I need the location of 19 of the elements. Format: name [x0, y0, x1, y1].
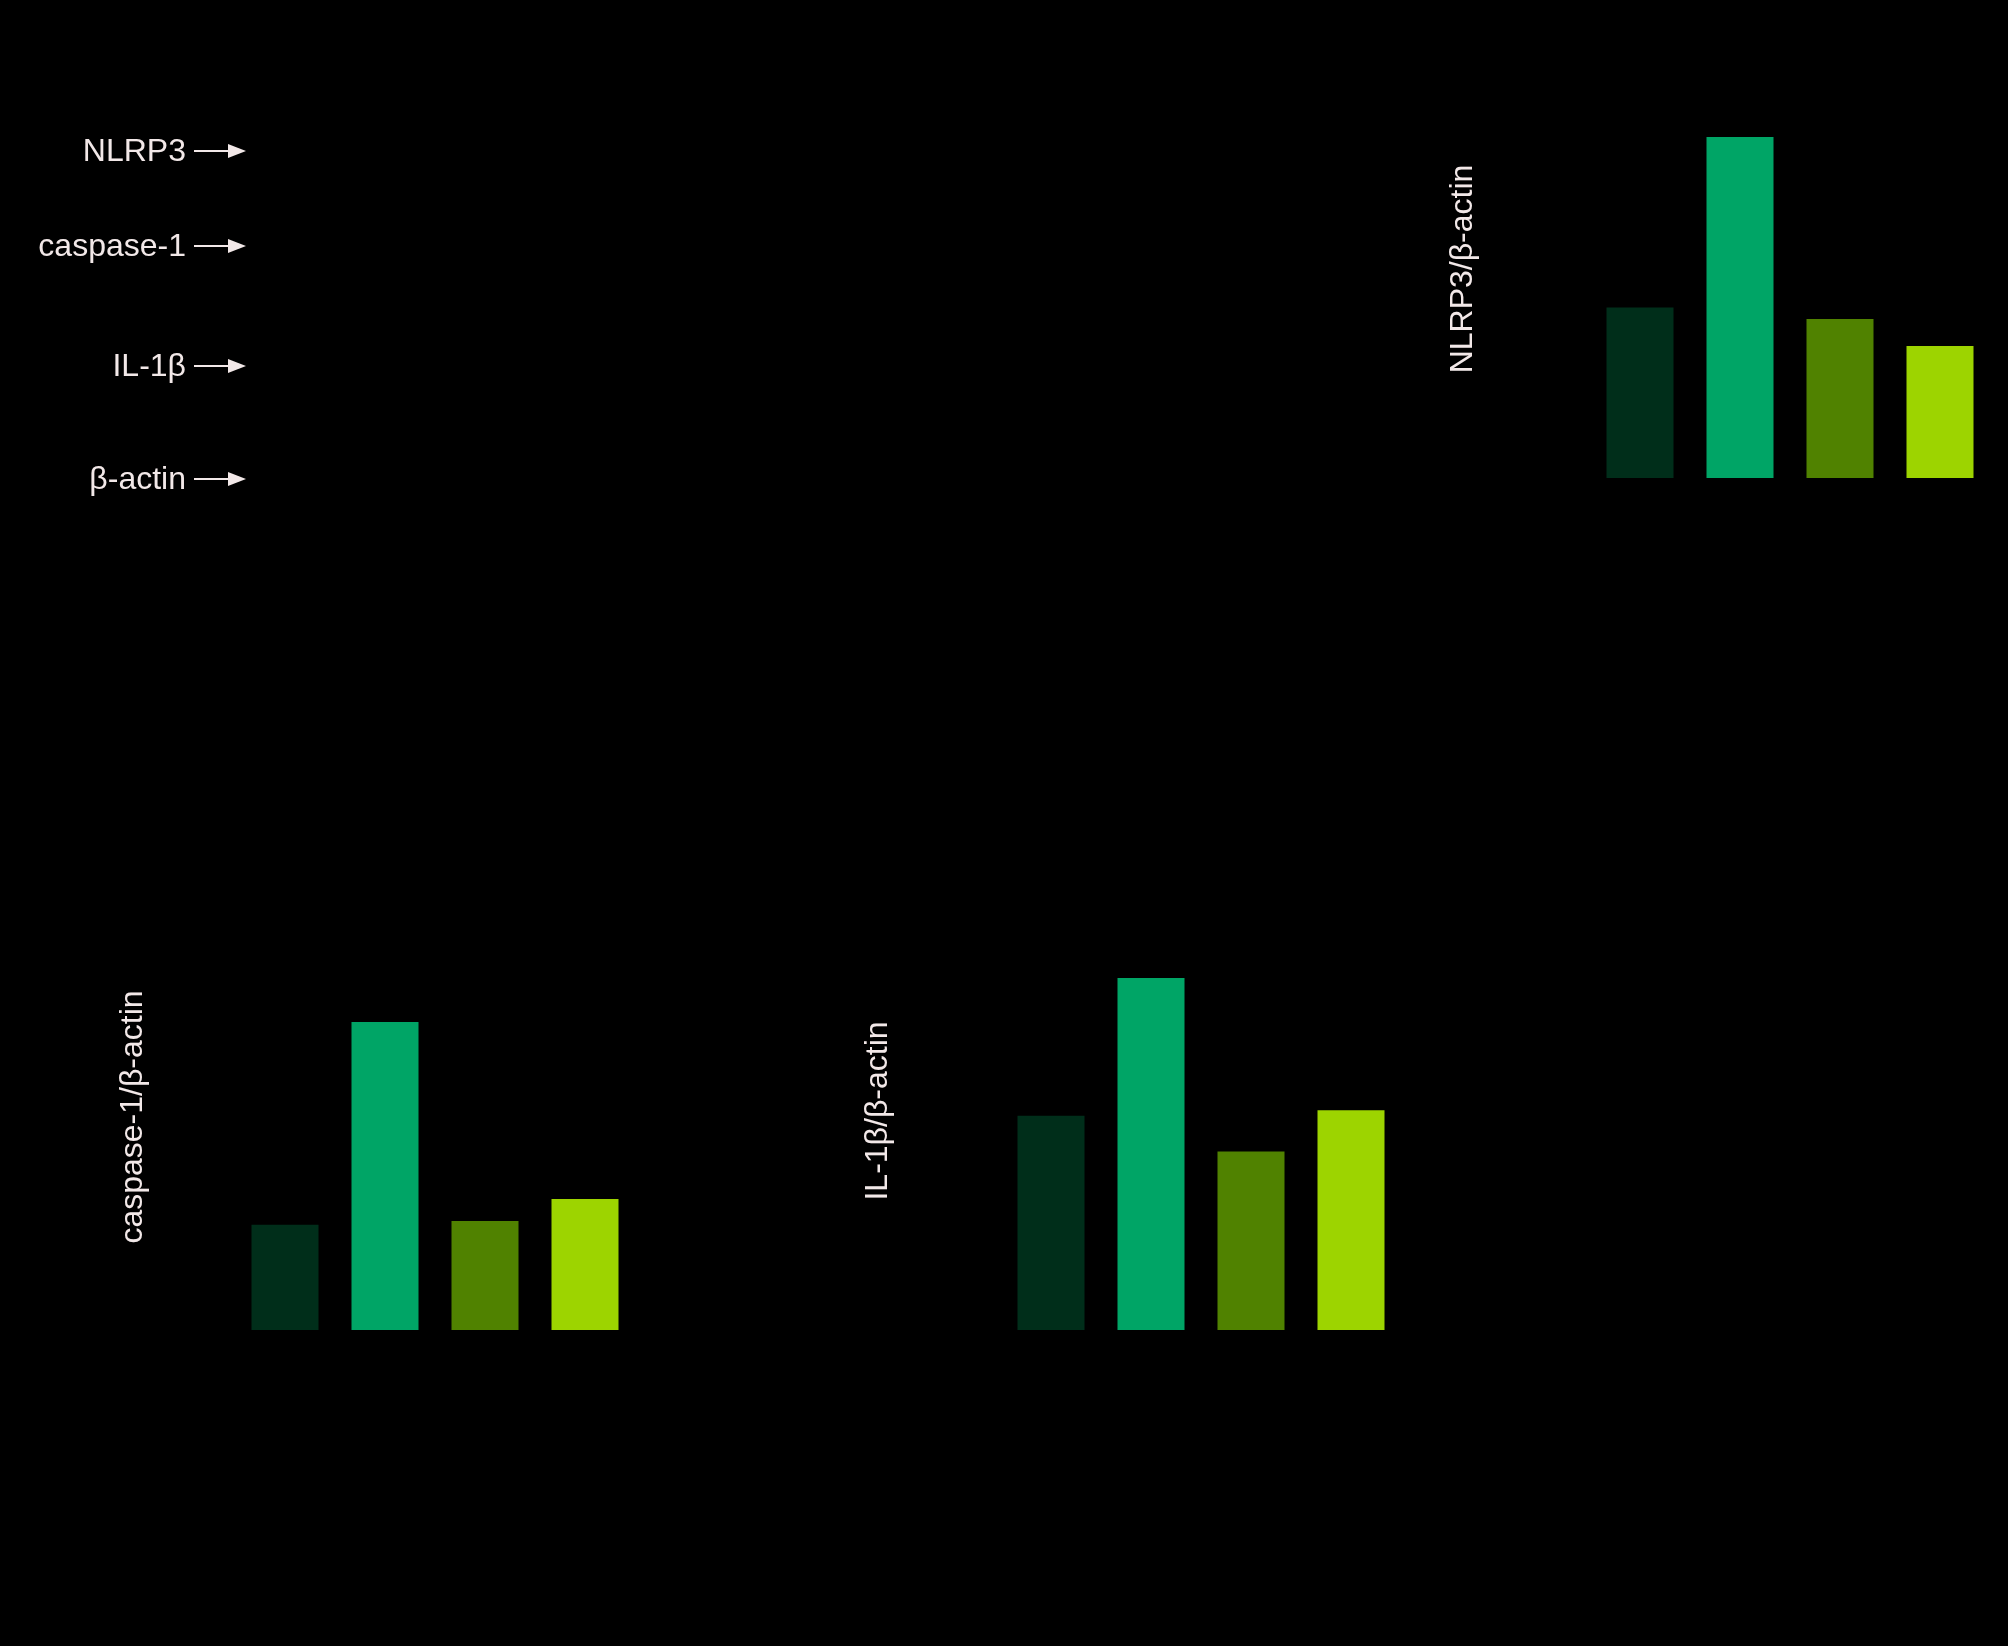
text: NLRP3: [81, 132, 186, 169]
bar: [451, 1220, 519, 1330]
bar: [1217, 1151, 1285, 1330]
bar: [1606, 307, 1674, 478]
bar: [1706, 137, 1774, 478]
text: IL-1β: [111, 347, 186, 384]
bar: [1317, 1110, 1385, 1330]
y-axis-title: caspase-1/β-actin: [112, 990, 150, 1244]
bar: [251, 1224, 319, 1330]
bar: [1906, 346, 1974, 478]
bar: [351, 1022, 419, 1330]
bar: [1806, 319, 1874, 478]
bar: [1117, 978, 1185, 1330]
bar: [1017, 1115, 1085, 1330]
y-axis-title: NLRP3/β-actin: [1442, 164, 1480, 374]
y-axis-title: IL-1β/β-actin: [857, 1021, 895, 1201]
text: β-actin: [88, 460, 186, 497]
bar: [551, 1199, 619, 1330]
text: caspase-1: [37, 227, 186, 264]
